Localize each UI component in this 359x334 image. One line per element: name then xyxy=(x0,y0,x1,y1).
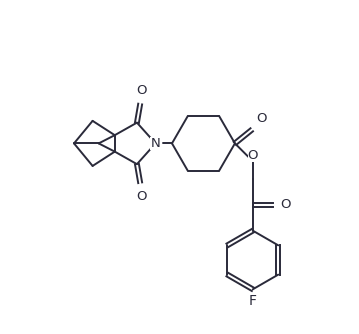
Text: O: O xyxy=(257,112,267,125)
Text: O: O xyxy=(136,84,146,97)
Text: O: O xyxy=(248,149,258,162)
Text: F: F xyxy=(249,294,257,308)
Text: O: O xyxy=(136,190,146,203)
Text: N: N xyxy=(150,137,160,150)
Text: O: O xyxy=(280,198,291,211)
